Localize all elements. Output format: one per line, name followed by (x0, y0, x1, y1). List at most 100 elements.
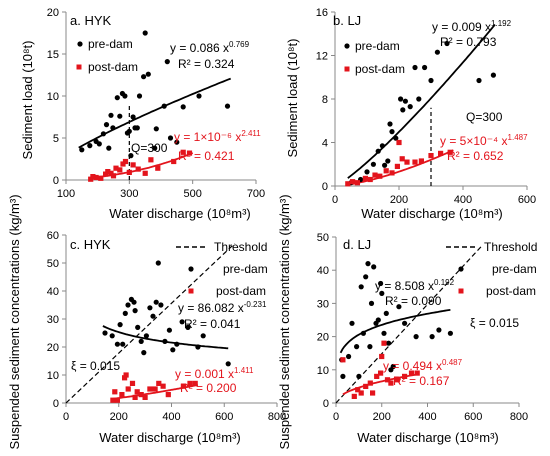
panel-d-legend-pre-marker (458, 266, 464, 272)
panel-c-x-tick-label: 400 (162, 411, 180, 423)
panel-c-pre-dam-point (162, 338, 168, 344)
panel-c-post-dam-point (112, 389, 118, 395)
panel-d-post-dam-point (351, 393, 357, 399)
panel-c-pre-dam-point (125, 302, 131, 308)
panel-c-y-tick-label: 10 (47, 370, 59, 382)
panel-d-y-tick-label: 10 (317, 365, 329, 377)
panel-d-pre-dam-point (386, 340, 392, 346)
panel-c-post-dam-point (119, 392, 125, 398)
panel-b-y-tick-label: 16 (316, 7, 328, 19)
panel-c-legend-pre-marker (188, 266, 194, 272)
panel-c-pre-dam-point (166, 327, 172, 333)
panel-a-pre-dam-point (79, 147, 85, 153)
panel-a-post-dam-point (117, 167, 123, 173)
panel-a-pre-dam-point (136, 93, 143, 99)
panel-d-pre-dam-point (447, 330, 453, 336)
panel-c-x-tick-label: 600 (215, 411, 233, 423)
panel-b-pre-dam-point (370, 161, 376, 167)
panel-a-y-tick-label: 0 (53, 175, 59, 187)
panel-c-y-tick-label: 30 (47, 314, 59, 326)
panel-a-post-dam-point (113, 165, 119, 171)
panel-b-legend-post-label: post-dam (355, 62, 405, 76)
panel-a-post-dam-point (126, 169, 132, 175)
panel-c-pre-dam-point (174, 341, 180, 347)
panel-d-post-dam-point (363, 383, 369, 389)
panel-b-post-dam-point (367, 176, 373, 183)
panel-d-pre-dam-point (402, 320, 408, 326)
panel-c-pre-dam-point (117, 322, 123, 328)
panel-d-plot-area: 0 200 400 600 800 0 10 20 30 40 50 (317, 232, 528, 423)
panel-c-post-fit-r2: R² = 0.200 (180, 381, 237, 395)
panel-a-pre-dam-point (114, 95, 120, 101)
panel-c-x-tick-label: 200 (110, 411, 128, 423)
panel-d-pre-dam-point (413, 334, 419, 340)
panel-b-pre-dam-point (444, 40, 450, 47)
panel-a-pre-dam-point (130, 114, 136, 120)
panel-a-pre-dam-point (87, 143, 93, 149)
panel-d-xlabel: Water discharge (10⁸m³) (357, 430, 499, 445)
panel-d-x-tick-label: 800 (510, 411, 528, 423)
panel-c-pre-dam-point (179, 319, 185, 325)
panel-b-pre-dam-point (389, 129, 395, 135)
panel-d-pre-dam-point (390, 363, 396, 370)
panel-b-pre-dam-point (393, 135, 399, 141)
panel-c-pre-dam-point (143, 333, 149, 339)
panel-d-post-fit-coef: y = 0.494 x (383, 359, 442, 373)
panel-c-pre-fit-exp: -0.231 (244, 300, 267, 309)
panel-a-post-fit-equation: y = 1×10⁻⁶ x2.411 (174, 129, 261, 144)
panel-a-pre-dam-point (161, 103, 167, 109)
panel-c-pre-dam-point (131, 299, 137, 305)
panel-a-pre-dam-point (142, 30, 148, 36)
panel-c-pre-fit-equation: y = 86.082 x-0.231 (178, 300, 267, 315)
panel-b-post-dam-point (377, 173, 383, 179)
panel-d-pre-fit-exp: 0.192 (434, 278, 455, 287)
panel-b-y-tick-label: 12 (316, 51, 328, 63)
panel-c-pre-dam-point (147, 305, 153, 311)
panel-a-x-tick-label: 700 (247, 188, 265, 200)
panel-a-pre-dam-point (180, 104, 186, 110)
panel-c-post-fit-equation: y = 0.001 x1.411 (175, 366, 254, 381)
panel-c-post-dam-point (138, 392, 144, 398)
panel-c-pre-dam-point (195, 344, 201, 350)
panel-d-y-tick-label: 30 (317, 298, 329, 310)
panel-a-y-tick-label: 10 (47, 91, 59, 103)
panel-b-pre-dam-fit-curve (347, 24, 496, 179)
panel-d-y-tick-label: 50 (317, 232, 329, 244)
panel-d-pre-dam-point (379, 290, 385, 296)
panel-c-post-dam-point (192, 380, 198, 386)
panel-d-legend-pre-label: pre-dam (492, 262, 537, 276)
panel-d-y-tick-label: 40 (317, 265, 329, 277)
panel-b-legend: pre-dam post-dam (344, 39, 405, 76)
panel-b-y-tick-label: 0 (322, 181, 328, 193)
panel-c-pre-dam-point (155, 260, 161, 266)
panel-b-pre-fit-exp: 1.192 (491, 19, 512, 28)
panel-d-pre-dam-point (356, 373, 362, 379)
panel-b-x-tick-label: 200 (390, 194, 408, 206)
panel-d-pre-dam-point (346, 353, 352, 360)
panel-c-pre-fit-r2: R² = 0.041 (184, 317, 241, 331)
panel-b-ylabel: Sediment load (10⁸t) (285, 39, 300, 158)
panel-c-legend-post-label: post-dam (216, 284, 266, 298)
panel-c-pre-dam-point (153, 299, 159, 305)
panel-a-legend-post-marker (76, 64, 82, 70)
panel-a-x-tick-label: 100 (57, 188, 75, 200)
panel-d-legend-post-marker (458, 288, 464, 294)
panel-a-post-dam-point (93, 174, 99, 181)
panel-b-post-fit-exp: 1.487 (508, 133, 529, 142)
panel-b-x-tick-label: 0 (332, 194, 338, 206)
panel-c-pre-dam-point (185, 324, 191, 330)
panel-c-pre-dam-point (109, 333, 115, 339)
panel-a-pre-fit-exp: 0.769 (229, 40, 250, 49)
panel-a-post-dam-point (98, 175, 104, 181)
panel-a-title: a. HYK (70, 13, 112, 28)
panel-a-pre-dam-point (128, 153, 134, 159)
panel-d-x-tick-label: 600 (464, 411, 482, 423)
panel-a-post-dam-point (171, 158, 177, 165)
panel-c-pre-dam-point (114, 341, 120, 347)
panel-a-y-tick-label: 15 (47, 49, 59, 61)
panel-a-post-dam-point (122, 158, 129, 165)
panel-d-post-dam-point (340, 357, 346, 363)
panel-b-pre-dam-point (375, 148, 381, 154)
panel-a-plot-area: 100 300 500 700 0 5 10 15 20 (47, 7, 265, 200)
panel-d-title: d. LJ (343, 237, 371, 252)
